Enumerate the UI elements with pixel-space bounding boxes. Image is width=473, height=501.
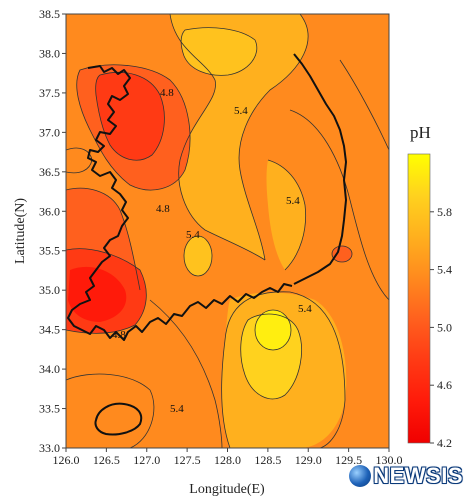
y-tick-label: 33.5 (39, 402, 60, 416)
contour-line (180, 27, 258, 76)
contour-line (66, 248, 147, 334)
y-tick-label: 35.5 (39, 244, 60, 258)
zone-seoul-core (95, 72, 165, 161)
contour-line (66, 187, 141, 291)
zone-jirisan (184, 236, 212, 276)
ph-field (66, 14, 389, 448)
x-tick-label: 127.5 (174, 453, 201, 467)
newsis-watermark: NEWSIS (349, 463, 463, 489)
jeju-island (94, 402, 143, 436)
contour-label: 5.4 (186, 229, 200, 241)
y-tick-label: 36.0 (39, 204, 60, 218)
x-tick-label: 126.0 (53, 453, 80, 467)
contour-label: 4.8 (160, 87, 174, 99)
contour-line (238, 14, 309, 261)
contour-line (183, 235, 213, 277)
y-tick-label: 37.0 (39, 125, 60, 139)
contour-line (254, 309, 292, 351)
zone-north-peak (181, 27, 257, 76)
colorbar-tick-label: 5.4 (437, 263, 452, 277)
zone-east-mid (266, 160, 306, 270)
contour-line (267, 159, 306, 271)
zone-south-core (255, 310, 291, 350)
y-tick-label: 34.5 (39, 323, 60, 337)
zone-northeast-high (170, 14, 309, 260)
globe-icon (349, 465, 372, 487)
contour-line (149, 299, 223, 448)
contour-label: 5.4 (170, 403, 184, 415)
y-tick-label: 34.0 (39, 362, 60, 376)
contour-line (339, 59, 389, 151)
colorbar-scale (407, 153, 431, 444)
contour-label: 5.4 (234, 105, 248, 117)
colorbar-ticks: 5.8 5.4 5.0 4.6 4.2 (430, 205, 452, 450)
x-tick-label: 128.0 (214, 453, 241, 467)
y-tick-label: 35.0 (39, 283, 60, 297)
contour-lines (66, 14, 389, 448)
x-tick-label: 127.0 (133, 453, 160, 467)
x-tick-label: 129.0 (295, 453, 322, 467)
contour-line (240, 313, 302, 400)
coastline-west-south (67, 65, 293, 341)
contour-label: 5.4 (298, 303, 312, 315)
contour-line (289, 109, 389, 301)
zone-ulsan-low (332, 246, 352, 262)
zone-jeolla-core (68, 266, 127, 322)
y-axis-title: Latitude(N) (13, 198, 28, 264)
contour-line (331, 245, 353, 263)
x-axis: 126.0 126.5 127.0 127.5 128.0 128.5 129.0 129.5… (53, 448, 403, 467)
x-tick-label: 130.0 (376, 453, 403, 467)
contour-label: 4.8 (156, 203, 170, 215)
contour-label: 5.4 (286, 195, 300, 207)
colorbar-tick-label: 4.6 (437, 378, 452, 392)
y-tick-label: 38.5 (39, 7, 60, 21)
x-axis-title: Longitude(E) (189, 482, 265, 497)
contour-labels: 4.8 5.4 5.4 4.8 5.4 5.4 5.4 4.8 (112, 87, 312, 415)
coastline (67, 53, 347, 436)
colorbar-tick-label: 5.8 (437, 205, 452, 219)
y-tick-label: 38.0 (39, 46, 60, 60)
y-tick-label: 36.5 (39, 165, 60, 179)
contour-line (66, 373, 155, 448)
colorbar: pH 5.8 5.4 5.0 4.6 4.2 (407, 123, 452, 450)
zone-jeju (66, 374, 154, 448)
x-tick-label: 128.5 (254, 453, 281, 467)
contour-line (221, 291, 346, 448)
colorbar-title: pH (410, 123, 431, 142)
y-tick-label: 33.0 (39, 441, 60, 455)
contour-line (95, 71, 165, 161)
x-tick-label: 126.5 (93, 453, 120, 467)
x-tick-label: 129.5 (335, 453, 362, 467)
contour-label: 4.8 (112, 329, 126, 341)
colorbar-tick-label: 5.0 (437, 320, 452, 334)
y-axis: 38.5 38.0 37.5 37.0 36.5 36.0 35.5 35.0 34.5 34.0… (39, 7, 66, 455)
contour-line (76, 64, 191, 191)
watermark-text: NEWSIS (373, 463, 463, 488)
coastline-east (293, 53, 347, 285)
contour-line (169, 14, 266, 261)
y-tick-label: 37.5 (39, 86, 60, 100)
colorbar-tick-label: 4.2 (437, 436, 452, 450)
